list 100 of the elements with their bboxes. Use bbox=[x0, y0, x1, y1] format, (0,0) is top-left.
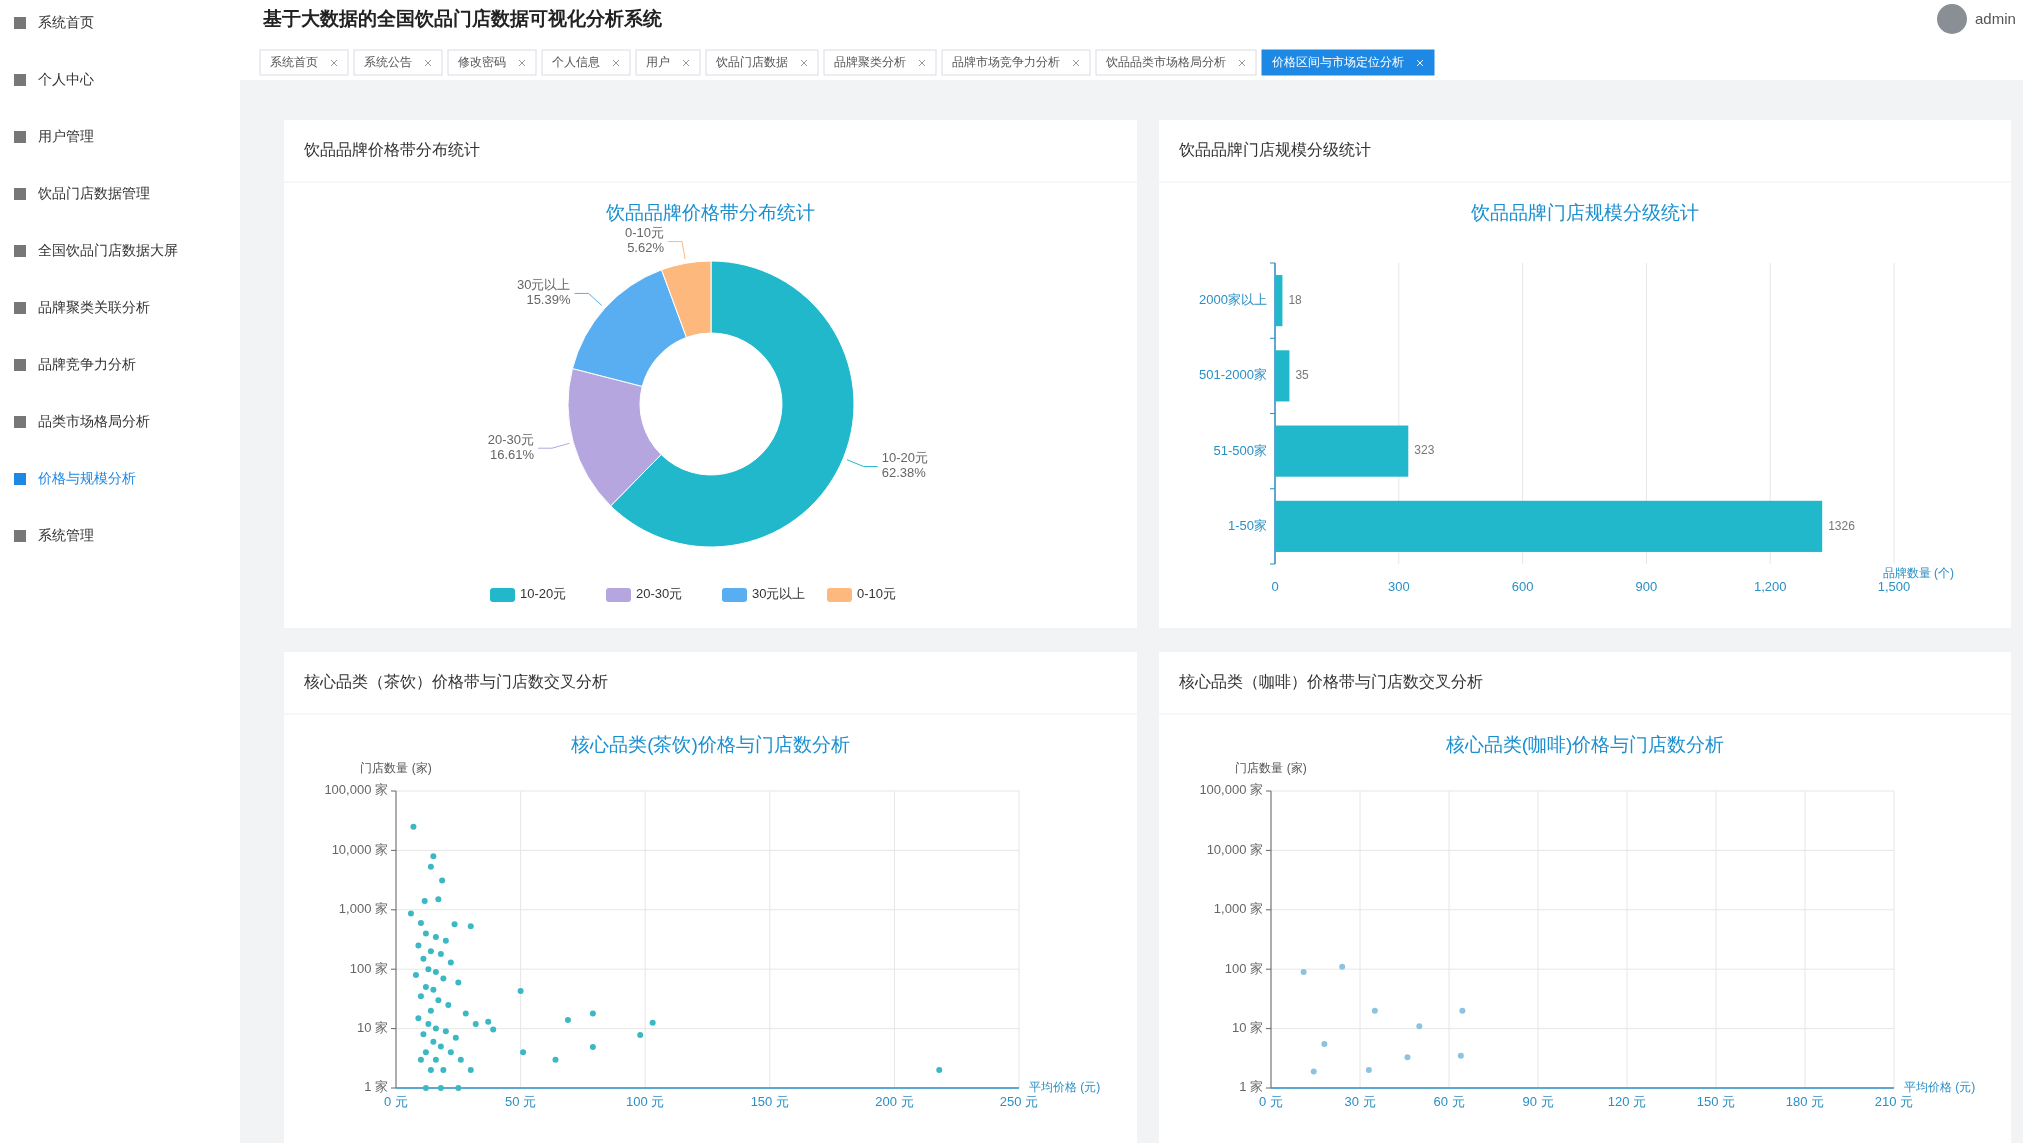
data-label: 18 bbox=[1288, 292, 1303, 307]
chart-title: 核心品类(咖啡)价格与门店数分析 bbox=[1444, 734, 1725, 756]
text: 系统首页 bbox=[270, 55, 318, 70]
chart-title: 饮品品牌门店规模分级统计 bbox=[1470, 202, 1699, 224]
chart-title: 核心品类(茶饮)价格与门店数分析 bbox=[570, 734, 850, 756]
legend-label: 30元以上 bbox=[752, 586, 806, 602]
bar bbox=[1275, 500, 1823, 552]
text: 全国饮品门店数据大屏 bbox=[38, 241, 178, 258]
text: 个人中心 bbox=[38, 70, 94, 87]
x-tick-label: 250 元 bbox=[999, 1094, 1039, 1110]
x-tick-label: 0 元 bbox=[384, 1094, 408, 1110]
y-tick-label: 100,000 家 bbox=[1199, 782, 1263, 798]
chart-subtitle: 饮品品牌价格带分布统计 bbox=[303, 141, 480, 159]
chart-title: 饮品品牌价格带分布统计 bbox=[605, 202, 815, 224]
text: 品牌市场竞争力分析 bbox=[952, 55, 1060, 70]
text: 价格与规模分析 bbox=[37, 469, 136, 486]
chart-subtitle: 核心品类（茶饮）价格带与门店数交叉分析 bbox=[303, 673, 608, 691]
y-tick-label: 2000家以上 bbox=[1199, 292, 1267, 308]
y-tick-label: 1 家 bbox=[1239, 1079, 1263, 1095]
y-tick-label: 10,000 家 bbox=[1206, 841, 1263, 857]
point bbox=[1404, 1054, 1411, 1061]
x-tick-label: 200 元 bbox=[875, 1094, 914, 1110]
y-tick-label: 51-500家 bbox=[1213, 442, 1267, 458]
text: 系统管理 bbox=[38, 526, 94, 543]
y-tick-label: 1-50家 bbox=[1227, 517, 1267, 533]
x-axis-title: 品牌数量 (个) bbox=[1882, 566, 1954, 581]
y-tick-label: 10 家 bbox=[1231, 1020, 1263, 1036]
point bbox=[1365, 1067, 1372, 1074]
x-tick-label: 50 元 bbox=[505, 1094, 537, 1110]
chart-subtitle: 饮品品牌门店规模分级统计 bbox=[1178, 141, 1371, 159]
x-tick-label: 0 bbox=[1271, 579, 1279, 595]
x-tick-label: 150 元 bbox=[750, 1094, 789, 1110]
point bbox=[1339, 963, 1346, 970]
legend-label: 20-30元 bbox=[636, 586, 683, 602]
x-tick-label: 90 元 bbox=[1522, 1094, 1554, 1110]
point bbox=[1416, 1023, 1423, 1030]
text: 系统公告 bbox=[364, 55, 412, 70]
y-tick-label: 501-2000家 bbox=[1199, 367, 1267, 383]
point bbox=[1459, 1007, 1466, 1014]
x-tick-label: 100 元 bbox=[626, 1094, 665, 1110]
text: 系统首页 bbox=[38, 13, 94, 30]
x-tick-label: 300 bbox=[1387, 579, 1410, 595]
point bbox=[1310, 1068, 1317, 1075]
x-tick-label: 120 元 bbox=[1607, 1094, 1647, 1110]
x-tick-label: 150 元 bbox=[1696, 1094, 1736, 1110]
text: 基于大数据的全国饮品门店数据可视化分析系统 bbox=[262, 8, 663, 30]
x-tick-label: 1,200 bbox=[1753, 579, 1787, 595]
x-tick-label: 60 元 bbox=[1433, 1094, 1465, 1110]
bar bbox=[1275, 350, 1290, 402]
x-tick-label: 1,500 bbox=[1877, 579, 1911, 595]
text: 修改密码 bbox=[458, 55, 506, 70]
point bbox=[1321, 1041, 1328, 1048]
x-tick-label: 0 元 bbox=[1259, 1094, 1283, 1110]
bar bbox=[1275, 275, 1283, 327]
text: 饮品门店数据管理 bbox=[37, 184, 150, 201]
data-label: 323 bbox=[1414, 443, 1435, 458]
x-tick-label: 210 元 bbox=[1874, 1094, 1914, 1110]
slice-label: 30元以上 bbox=[517, 276, 571, 292]
data-label: 1326 bbox=[1828, 518, 1856, 533]
y-axis-title: 门店数量 (家) bbox=[360, 761, 432, 776]
legend-label: 0-10元 bbox=[857, 586, 897, 602]
text: 用户 bbox=[646, 55, 670, 70]
y-tick-label: 1,000 家 bbox=[1213, 901, 1263, 917]
x-tick-label: 30 元 bbox=[1344, 1094, 1376, 1110]
x-tick-label: 180 元 bbox=[1785, 1094, 1825, 1110]
y-tick-label: 100,000 家 bbox=[324, 782, 388, 798]
x-axis-title: 平均价格 (元) bbox=[1904, 1080, 1976, 1095]
data-label: 62.38% bbox=[881, 465, 927, 481]
y-tick-label: 10 家 bbox=[356, 1020, 388, 1036]
legend-label: 10-20元 bbox=[520, 586, 567, 602]
x-tick-label: 600 bbox=[1511, 579, 1534, 595]
data-label: 35 bbox=[1295, 368, 1310, 383]
y-axis-title: 门店数量 (家) bbox=[1235, 761, 1307, 776]
data-label: 16.61% bbox=[489, 446, 535, 462]
text: 品牌聚类分析 bbox=[834, 55, 906, 70]
bar bbox=[1275, 425, 1409, 477]
chart-subtitle: 核心品类（咖啡）价格带与门店数交叉分析 bbox=[1178, 673, 1483, 691]
text: admin bbox=[1975, 9, 2016, 27]
text: 品类市场格局分析 bbox=[38, 412, 150, 429]
y-tick-label: 10,000 家 bbox=[331, 841, 388, 857]
y-tick-label: 1,000 家 bbox=[338, 901, 388, 917]
data-label: 15.39% bbox=[526, 291, 571, 307]
data-label: 5.62% bbox=[627, 240, 665, 255]
point bbox=[1300, 968, 1307, 975]
text: 品牌竞争力分析 bbox=[38, 355, 136, 372]
x-tick-label: 900 bbox=[1635, 579, 1658, 595]
slice-label: 0-10元 bbox=[624, 225, 665, 240]
text: 价格区间与市场定位分析 bbox=[1271, 55, 1404, 70]
point bbox=[1457, 1052, 1464, 1059]
text: 饮品门店数据 bbox=[715, 55, 788, 70]
y-tick-label: 100 家 bbox=[349, 960, 388, 976]
point bbox=[1371, 1007, 1378, 1014]
text: 品牌聚类关联分析 bbox=[38, 298, 150, 315]
x-axis-title: 平均价格 (元) bbox=[1029, 1080, 1101, 1095]
slice-label: 10-20元 bbox=[881, 450, 928, 466]
text: 个人信息 bbox=[552, 55, 600, 70]
slice-label: 20-30元 bbox=[487, 431, 535, 447]
y-tick-label: 1 家 bbox=[364, 1079, 388, 1095]
text: 饮品品类市场格局分析 bbox=[1105, 55, 1226, 70]
y-tick-label: 100 家 bbox=[1224, 960, 1263, 976]
